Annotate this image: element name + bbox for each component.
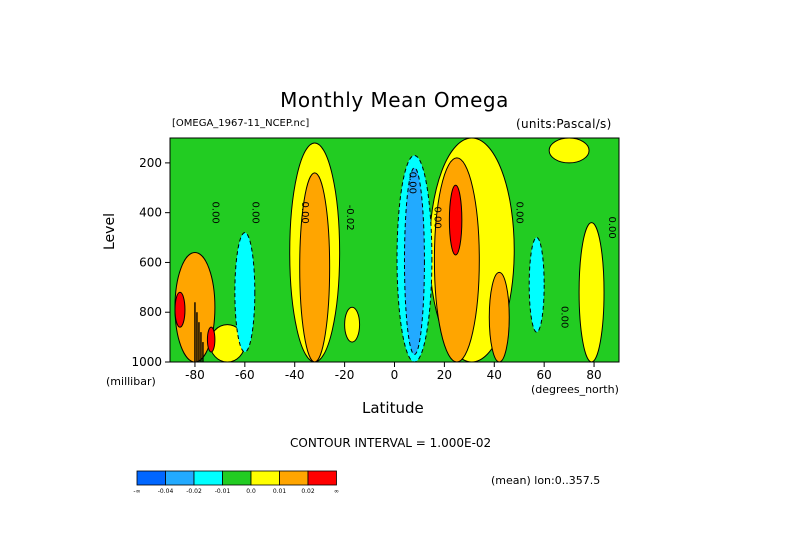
contour-region-2	[344, 306, 361, 343]
chart-units-label: (units:Pascal/s)	[516, 117, 612, 131]
contour-region-16	[448, 184, 463, 256]
colorbar-label-5: 0.01	[273, 488, 287, 495]
contour-label-7: 0.00	[559, 306, 570, 328]
x-tick-label-20: 20	[437, 368, 452, 382]
colorbar-swatch-2	[193, 470, 223, 486]
contour-region-13	[488, 271, 510, 363]
contour-region-15	[206, 326, 216, 353]
contour-label-6: 0.00	[514, 202, 525, 224]
contour-interval-label: CONTOUR INTERVAL = 1.000E-02	[290, 436, 492, 450]
colorbar-label-2: -0.02	[186, 488, 202, 495]
colorbar-swatch-4	[250, 470, 280, 486]
colorbar-swatch-0	[136, 470, 166, 486]
colorbar-label-3: -0.01	[215, 488, 231, 495]
contour-region-4	[548, 137, 590, 164]
colorbar-label-4: 0.0	[246, 488, 256, 495]
colorbar-label-1: -0.04	[158, 488, 174, 495]
mean-range-label: (mean) lon:0..357.5	[491, 474, 601, 487]
colorbar-swatch-5	[279, 470, 309, 486]
contour-label-8: 0.00	[606, 216, 617, 238]
y-tick-label-400: 400	[139, 206, 162, 220]
x-tick-label--40: -40	[285, 368, 305, 382]
x-tick-label-40: 40	[487, 368, 502, 382]
colorbar-swatch-3	[222, 470, 252, 486]
x-axis-label: Latitude	[362, 399, 424, 417]
x-axis-unit: (degrees_north)	[531, 383, 619, 396]
contour-label-4: 0.00	[406, 172, 417, 194]
colorbar-label-6: 0.02	[301, 488, 315, 495]
y-axis-unit: (millibar)	[106, 375, 156, 388]
x-tick-label--20: -20	[335, 368, 355, 382]
x-tick-label-60: 60	[537, 368, 552, 382]
colorbar-swatch-6	[307, 470, 337, 486]
contour-label-2: 0.00	[299, 202, 310, 224]
chart-title: Monthly Mean Omega	[280, 88, 509, 112]
colorbar-label-0: -∞	[133, 488, 140, 495]
y-tick-label-200: 200	[139, 156, 162, 170]
contour-region-9	[403, 167, 425, 356]
colorbar-swatch-1	[165, 470, 195, 486]
contour-label-0: 0.00	[209, 202, 220, 224]
contour-region-6	[234, 232, 256, 353]
contour-label-5: 0.00	[431, 207, 442, 229]
contour-label-3: -0.02	[344, 205, 355, 231]
x-tick-label-0: 0	[391, 368, 399, 382]
x-tick-label--80: -80	[185, 368, 205, 382]
contour-label-1: 0.00	[249, 202, 260, 224]
contour-region-14	[174, 291, 186, 328]
contour-region-5	[578, 222, 605, 363]
contour-region-8	[528, 237, 545, 333]
x-tick-label-80: 80	[586, 368, 601, 382]
chart-file-label: [OMEGA_1967-11_NCEP.nc]	[172, 118, 310, 129]
colorbar-label-7: ∞	[334, 488, 339, 495]
x-tick-label--60: -60	[235, 368, 255, 382]
y-tick-label-1000: 1000	[131, 355, 162, 369]
y-tick-label-800: 800	[139, 305, 162, 319]
y-tick-label-600: 600	[139, 255, 162, 269]
